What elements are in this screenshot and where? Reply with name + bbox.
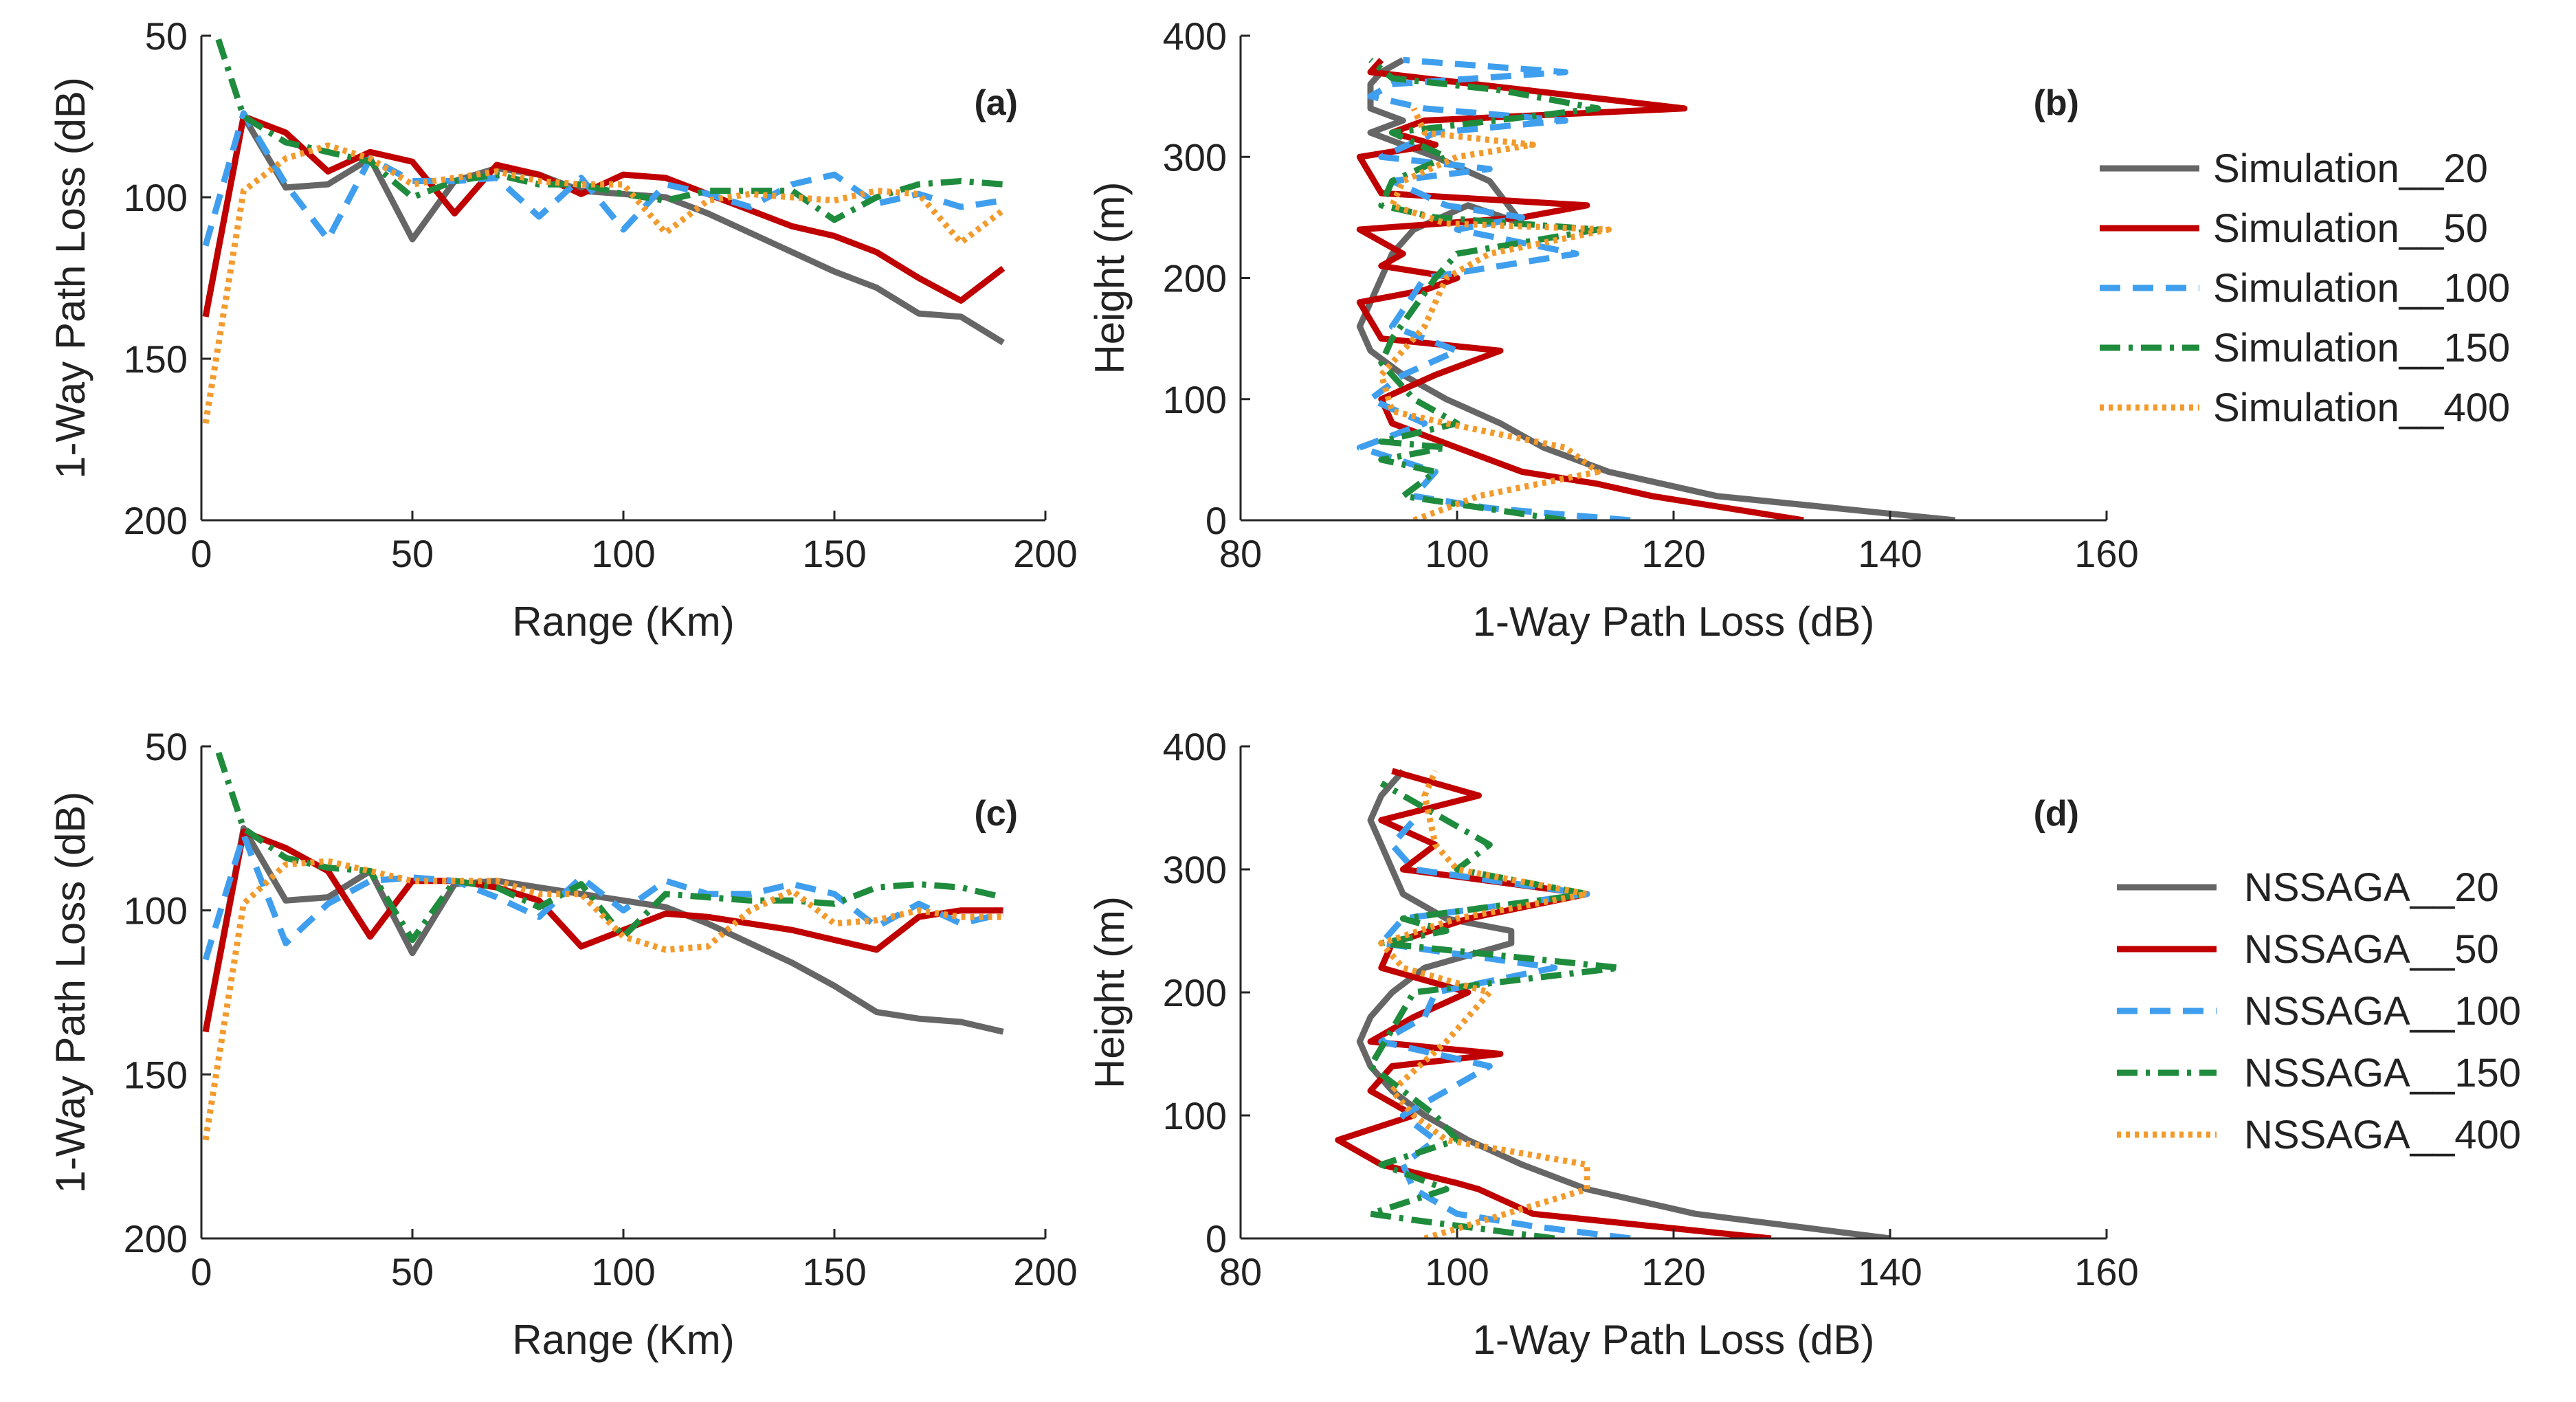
legend-entry: NSSAGA__400 xyxy=(2244,1113,2521,1157)
chart-panel-1: 0 50 100 150 200 50 100 150 200 Range (Km) 1-Way P… xyxy=(47,14,1078,645)
legend-entry: NSSAGA__150 xyxy=(2244,1051,2521,1095)
x-tick-label: 100 xyxy=(1425,1250,1489,1293)
legend-nssaga: NSSAGA__20 NSSAGA__50 NSSAGA__100 NSSAGA__1… xyxy=(2117,865,2521,1157)
legend-entry: NSSAGA__50 xyxy=(2244,927,2499,972)
x-axis-label: 1-Way Path Loss (dB) xyxy=(1473,1317,1875,1363)
series-group xyxy=(1335,768,1891,1238)
x-tick-label: 200 xyxy=(1013,532,1077,575)
panel-label: (a) xyxy=(974,83,1018,123)
series-line-NSSAGA__150 xyxy=(213,746,1004,944)
series-line-Simulation__150 xyxy=(214,36,1003,223)
series-line-Simulation__400 xyxy=(202,142,1006,424)
series-line-Simulation__100 xyxy=(1356,56,1631,520)
y-tick-label: 400 xyxy=(1163,725,1227,768)
y-tick-label: 100 xyxy=(1163,378,1227,421)
legend-entry: Simulation__150 xyxy=(2213,326,2510,370)
x-axis-label: Range (Km) xyxy=(512,599,734,645)
y-tick-label: 150 xyxy=(124,1053,188,1096)
series-line-NSSAGA__100 xyxy=(202,832,1004,961)
y-axis-label: 1-Way Path Loss (dB) xyxy=(47,792,93,1194)
y-tick-label: 400 xyxy=(1163,14,1227,58)
x-tick-label: 80 xyxy=(1219,1250,1262,1293)
x-tick-label: 100 xyxy=(591,1250,655,1293)
x-tick-label: 120 xyxy=(1641,532,1705,575)
x-tick-label: 200 xyxy=(1013,1250,1077,1293)
chart-panel-4: 80 100 120 140 160 0 100 200 300 400 1-Way Path Lo… xyxy=(1087,725,2139,1363)
x-tick-label: 160 xyxy=(2074,1250,2138,1293)
x-tick-label: 100 xyxy=(1425,532,1489,575)
series-line-NSSAGA__50 xyxy=(202,828,1003,1033)
series-line-Simulation__20 xyxy=(202,113,1005,346)
y-tick-label: 50 xyxy=(145,725,188,768)
panel-label: (b) xyxy=(2034,83,2079,123)
y-tick-label: 200 xyxy=(1163,257,1227,300)
series-line-Simulation__400 xyxy=(1378,107,1612,520)
legend-entry: NSSAGA__100 xyxy=(2244,989,2521,1034)
panel-label: (d) xyxy=(2034,794,2079,834)
x-tick-label: 80 xyxy=(1219,532,1262,575)
y-tick-label: 150 xyxy=(124,337,188,381)
x-tick-label: 140 xyxy=(1858,532,1922,575)
y-tick-label: 100 xyxy=(124,889,188,933)
y-tick-label: 300 xyxy=(1163,135,1227,179)
x-axis-label: Range (Km) xyxy=(512,1317,734,1363)
series-line-NSSAGA__400 xyxy=(202,858,1003,1141)
series-line-NSSAGA__50 xyxy=(1335,768,1772,1238)
series-line-NSSAGA__20 xyxy=(202,825,1004,1035)
y-tick-label: 200 xyxy=(1163,971,1227,1014)
x-tick-label: 150 xyxy=(802,1250,866,1293)
legend-entry: Simulation__100 xyxy=(2213,266,2510,311)
chart-panel-2: 80 100 120 140 160 0 100 200 300 400 1-Way Path Lo… xyxy=(1087,14,2139,645)
legend-entry: Simulation__400 xyxy=(2213,386,2510,430)
series-line-Simulation__20 xyxy=(1356,57,1955,520)
y-tick-label: 100 xyxy=(1163,1094,1227,1137)
x-axis-label: 1-Way Path Loss (dB) xyxy=(1473,599,1875,645)
x-tick-label: 50 xyxy=(391,1250,434,1293)
series-line-Simulation__150 xyxy=(1368,57,1601,520)
y-axis-label: Height (m) xyxy=(1087,181,1133,374)
x-tick-label: 160 xyxy=(2074,532,2138,575)
x-tick-label: 0 xyxy=(190,532,212,575)
series-line-Simulation__50 xyxy=(202,113,1006,318)
y-tick-label: 0 xyxy=(1206,1217,1227,1260)
legend-simulation: Simulation__20 Simulation__50 Simulation__… xyxy=(2100,146,2510,430)
y-axis-label: 1-Way Path Loss (dB) xyxy=(47,77,93,479)
x-tick-label: 140 xyxy=(1858,1250,1922,1293)
legend-entry: Simulation__20 xyxy=(2213,146,2488,191)
series-group xyxy=(1356,56,1955,520)
x-tick-label: 50 xyxy=(391,532,434,575)
y-tick-label: 50 xyxy=(145,14,188,58)
y-axis-label: Height (m) xyxy=(1087,896,1133,1089)
x-tick-label: 100 xyxy=(591,532,655,575)
y-tick-label: 100 xyxy=(124,176,188,219)
x-tick-label: 0 xyxy=(190,1250,212,1293)
panel-label: (c) xyxy=(974,794,1018,834)
x-tick-label: 120 xyxy=(1641,1250,1705,1293)
y-tick-label: 0 xyxy=(1206,499,1227,542)
x-tick-label: 150 xyxy=(802,532,866,575)
series-group xyxy=(202,746,1004,1141)
chart-panel-3: 0 50 100 150 200 50 100 150 200 Range (Km) 1-Way P… xyxy=(47,725,1078,1363)
series-group xyxy=(202,36,1006,424)
series-line-NSSAGA__150 xyxy=(1367,780,1623,1238)
legend-entry: NSSAGA__20 xyxy=(2244,865,2499,910)
series-line-NSSAGA__20 xyxy=(1356,768,1891,1238)
y-tick-label: 300 xyxy=(1163,848,1227,891)
y-tick-label: 200 xyxy=(124,1217,188,1260)
y-tick-label: 200 xyxy=(124,499,188,542)
series-line-Simulation__100 xyxy=(202,110,1004,247)
legend-entry: Simulation__50 xyxy=(2213,206,2488,251)
series-line-Simulation__50 xyxy=(1356,58,1804,520)
